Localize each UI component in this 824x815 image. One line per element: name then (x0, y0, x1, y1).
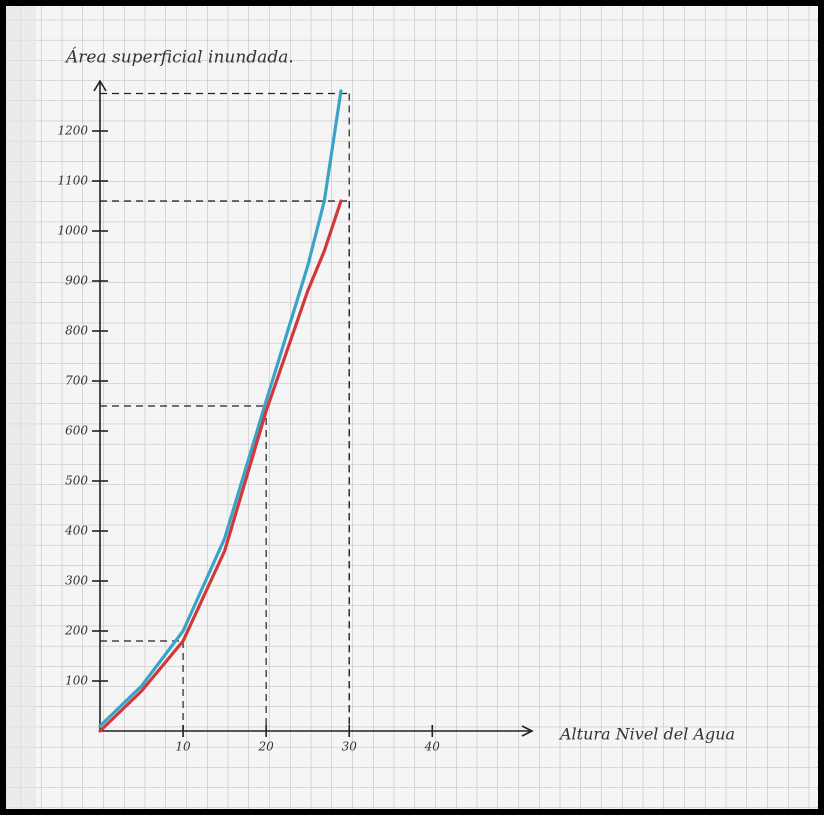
y-tick-label: 700 (65, 374, 88, 388)
chart-title: Área superficial inundada. (64, 47, 294, 68)
y-tick-label: 200 (64, 624, 88, 638)
y-tick-label: 1200 (57, 124, 88, 138)
x-tick-label: 10 (175, 740, 191, 754)
y-tick-label: 400 (64, 524, 88, 538)
series-line (98, 89, 343, 728)
series-line (98, 199, 343, 733)
y-tick-label: 100 (65, 674, 88, 688)
graph-paper (6, 6, 818, 809)
y-tick-label: 1100 (57, 174, 88, 188)
y-tick-label: 900 (65, 274, 88, 288)
paper-margin (6, 6, 36, 809)
x-axis-arrow (521, 725, 534, 737)
y-tick-label: 500 (65, 474, 88, 488)
x-tick-label: 20 (258, 740, 275, 754)
y-tick-label: 800 (65, 324, 88, 338)
x-axis-label: Altura Nivel del Agua (558, 725, 735, 744)
x-tick-label: 40 (424, 740, 441, 754)
y-tick-label: 600 (65, 424, 88, 438)
y-tick-label: 1000 (57, 224, 88, 238)
y-axis-arrow (93, 79, 107, 92)
x-tick-label: 30 (342, 740, 358, 754)
y-tick-label: 300 (65, 574, 88, 588)
